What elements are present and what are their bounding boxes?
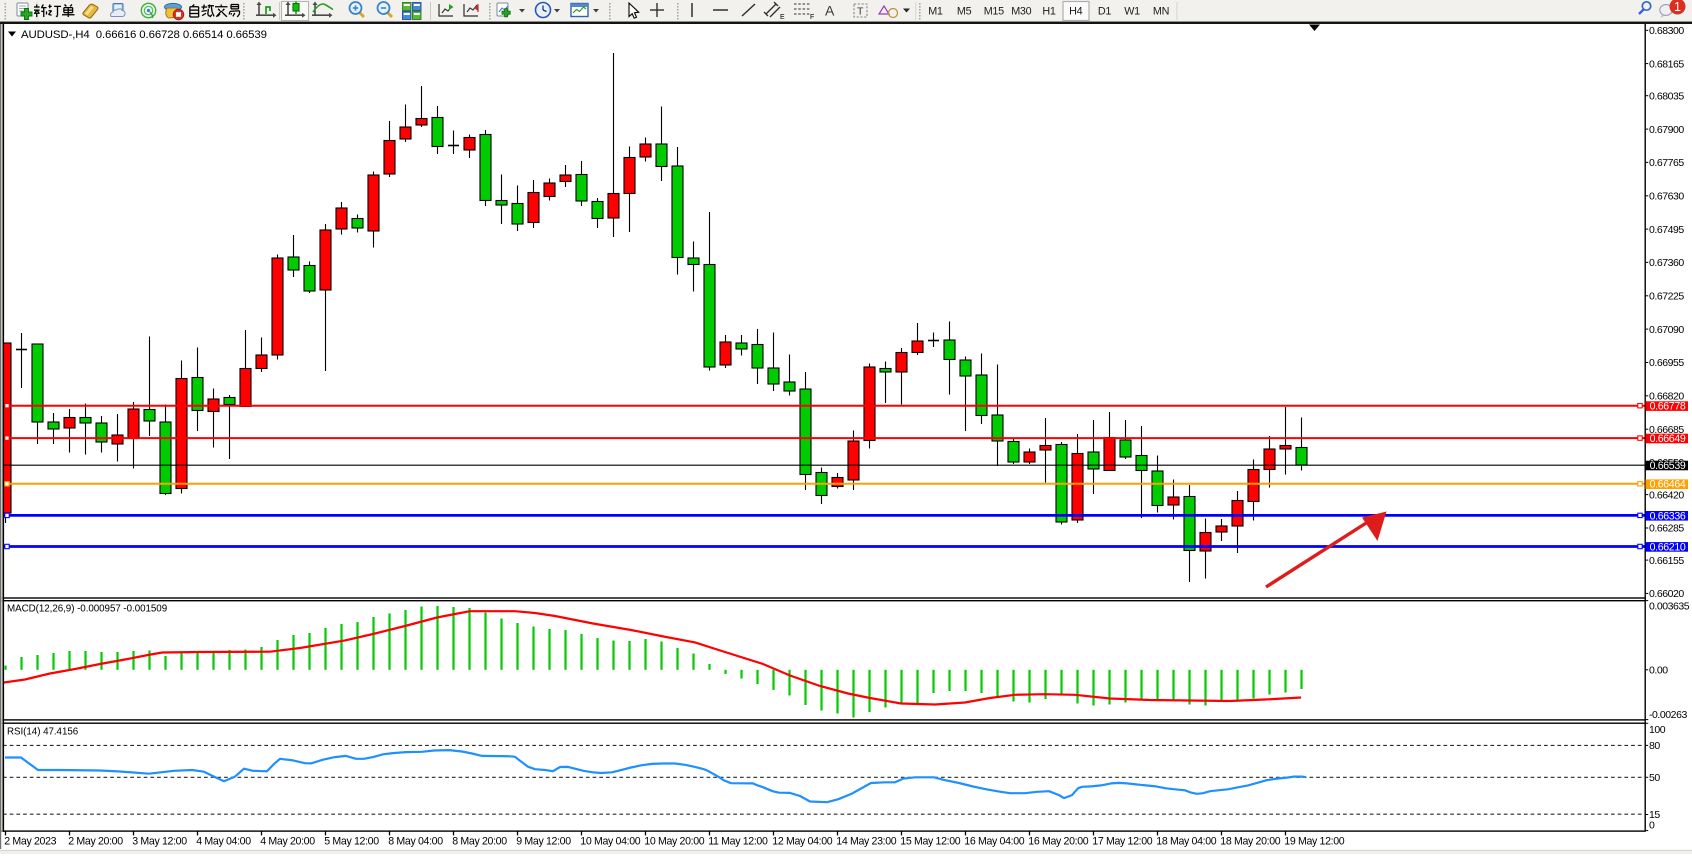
svg-text:0.67630: 0.67630 — [1649, 191, 1684, 203]
svg-text:0.66685: 0.66685 — [1649, 424, 1684, 436]
svg-text:0.66420: 0.66420 — [1649, 489, 1684, 501]
svg-text:16 May 20:00: 16 May 20:00 — [1028, 835, 1088, 847]
svg-text:0.66285: 0.66285 — [1649, 523, 1684, 535]
svg-text:0.68300: 0.68300 — [1649, 25, 1684, 37]
svg-text:RSI(14) 47.4156: RSI(14) 47.4156 — [7, 727, 79, 738]
svg-text:17 May 12:00: 17 May 12:00 — [1092, 835, 1152, 847]
svg-text:0.67900: 0.67900 — [1649, 124, 1684, 136]
svg-text:D1: D1 — [1098, 6, 1111, 18]
svg-text:18 May 04:00: 18 May 04:00 — [1156, 835, 1216, 847]
svg-text:10 May 04:00: 10 May 04:00 — [580, 835, 640, 847]
svg-text:-0.00263: -0.00263 — [1649, 709, 1687, 721]
svg-text:0.67495: 0.67495 — [1649, 224, 1684, 236]
svg-text:AUDUSD-,H4 0.66616 0.66728 0.: AUDUSD-,H4 0.66616 0.66728 0.66514 0.665… — [21, 29, 267, 41]
svg-text:15: 15 — [1649, 809, 1660, 821]
svg-text:0.66820: 0.66820 — [1649, 391, 1684, 403]
svg-text:8 May 04:00: 8 May 04:00 — [388, 835, 443, 847]
svg-text:0.66955: 0.66955 — [1649, 357, 1684, 369]
svg-text:0.67090: 0.67090 — [1649, 324, 1684, 336]
svg-text:MACD(12,26,9) -0.000957 -0.001: MACD(12,26,9) -0.000957 -0.001509 — [7, 604, 167, 615]
svg-text:0.003635: 0.003635 — [1649, 601, 1690, 613]
svg-text:0: 0 — [1649, 820, 1655, 832]
svg-text:MN: MN — [1153, 6, 1169, 18]
svg-text:0.67225: 0.67225 — [1649, 291, 1684, 303]
svg-text:50: 50 — [1649, 772, 1660, 784]
svg-text:M30: M30 — [1011, 6, 1031, 18]
svg-text:15 May 12:00: 15 May 12:00 — [900, 835, 960, 847]
svg-text:0.68035: 0.68035 — [1649, 90, 1684, 102]
svg-text:H4: H4 — [1069, 6, 1082, 18]
svg-text:0.66336: 0.66336 — [1650, 510, 1686, 522]
svg-text:3 May 12:00: 3 May 12:00 — [132, 835, 187, 847]
svg-text:2 May 2023: 2 May 2023 — [4, 835, 56, 847]
svg-text:0.66155: 0.66155 — [1649, 555, 1684, 567]
svg-text:19 May 12:00: 19 May 12:00 — [1284, 835, 1344, 847]
svg-text:100: 100 — [1649, 724, 1666, 736]
svg-text:0.66464: 0.66464 — [1650, 479, 1686, 491]
svg-text:0.67360: 0.67360 — [1649, 257, 1684, 269]
svg-text:0.00: 0.00 — [1649, 665, 1668, 677]
svg-text:12 May 04:00: 12 May 04:00 — [772, 835, 832, 847]
svg-text:0.66778: 0.66778 — [1650, 401, 1686, 413]
svg-text:M5: M5 — [957, 6, 972, 18]
svg-text:9 May 12:00: 9 May 12:00 — [516, 835, 571, 847]
svg-text:16 May 04:00: 16 May 04:00 — [964, 835, 1024, 847]
svg-text:0.66020: 0.66020 — [1649, 588, 1684, 600]
svg-text:H1: H1 — [1042, 6, 1055, 18]
svg-text:0.67765: 0.67765 — [1649, 157, 1684, 169]
svg-text:0.68165: 0.68165 — [1649, 58, 1684, 70]
svg-text:E: E — [780, 14, 785, 21]
svg-text:4 May 20:00: 4 May 20:00 — [260, 835, 315, 847]
svg-text:11 May 12:00: 11 May 12:00 — [708, 835, 768, 847]
svg-text:0.66649: 0.66649 — [1650, 433, 1686, 445]
svg-text:4 May 04:00: 4 May 04:00 — [196, 835, 251, 847]
svg-text:18 May 20:00: 18 May 20:00 — [1220, 835, 1280, 847]
svg-text:10 May 20:00: 10 May 20:00 — [644, 835, 704, 847]
svg-text:0.66539: 0.66539 — [1650, 460, 1686, 472]
svg-text:1: 1 — [1674, 0, 1681, 14]
svg-text:8 May 20:00: 8 May 20:00 — [452, 835, 507, 847]
svg-text:T: T — [857, 6, 864, 18]
svg-text:0.66210: 0.66210 — [1650, 541, 1686, 553]
svg-text:2 May 20:00: 2 May 20:00 — [68, 835, 123, 847]
svg-text:14 May 23:00: 14 May 23:00 — [836, 835, 896, 847]
svg-text:W1: W1 — [1124, 6, 1140, 18]
svg-text:80: 80 — [1649, 740, 1660, 752]
svg-text:5 May 12:00: 5 May 12:00 — [324, 835, 379, 847]
svg-text:M15: M15 — [984, 6, 1004, 18]
svg-text:M1: M1 — [928, 6, 943, 18]
svg-text:A: A — [825, 3, 835, 19]
svg-text:F: F — [810, 14, 814, 21]
